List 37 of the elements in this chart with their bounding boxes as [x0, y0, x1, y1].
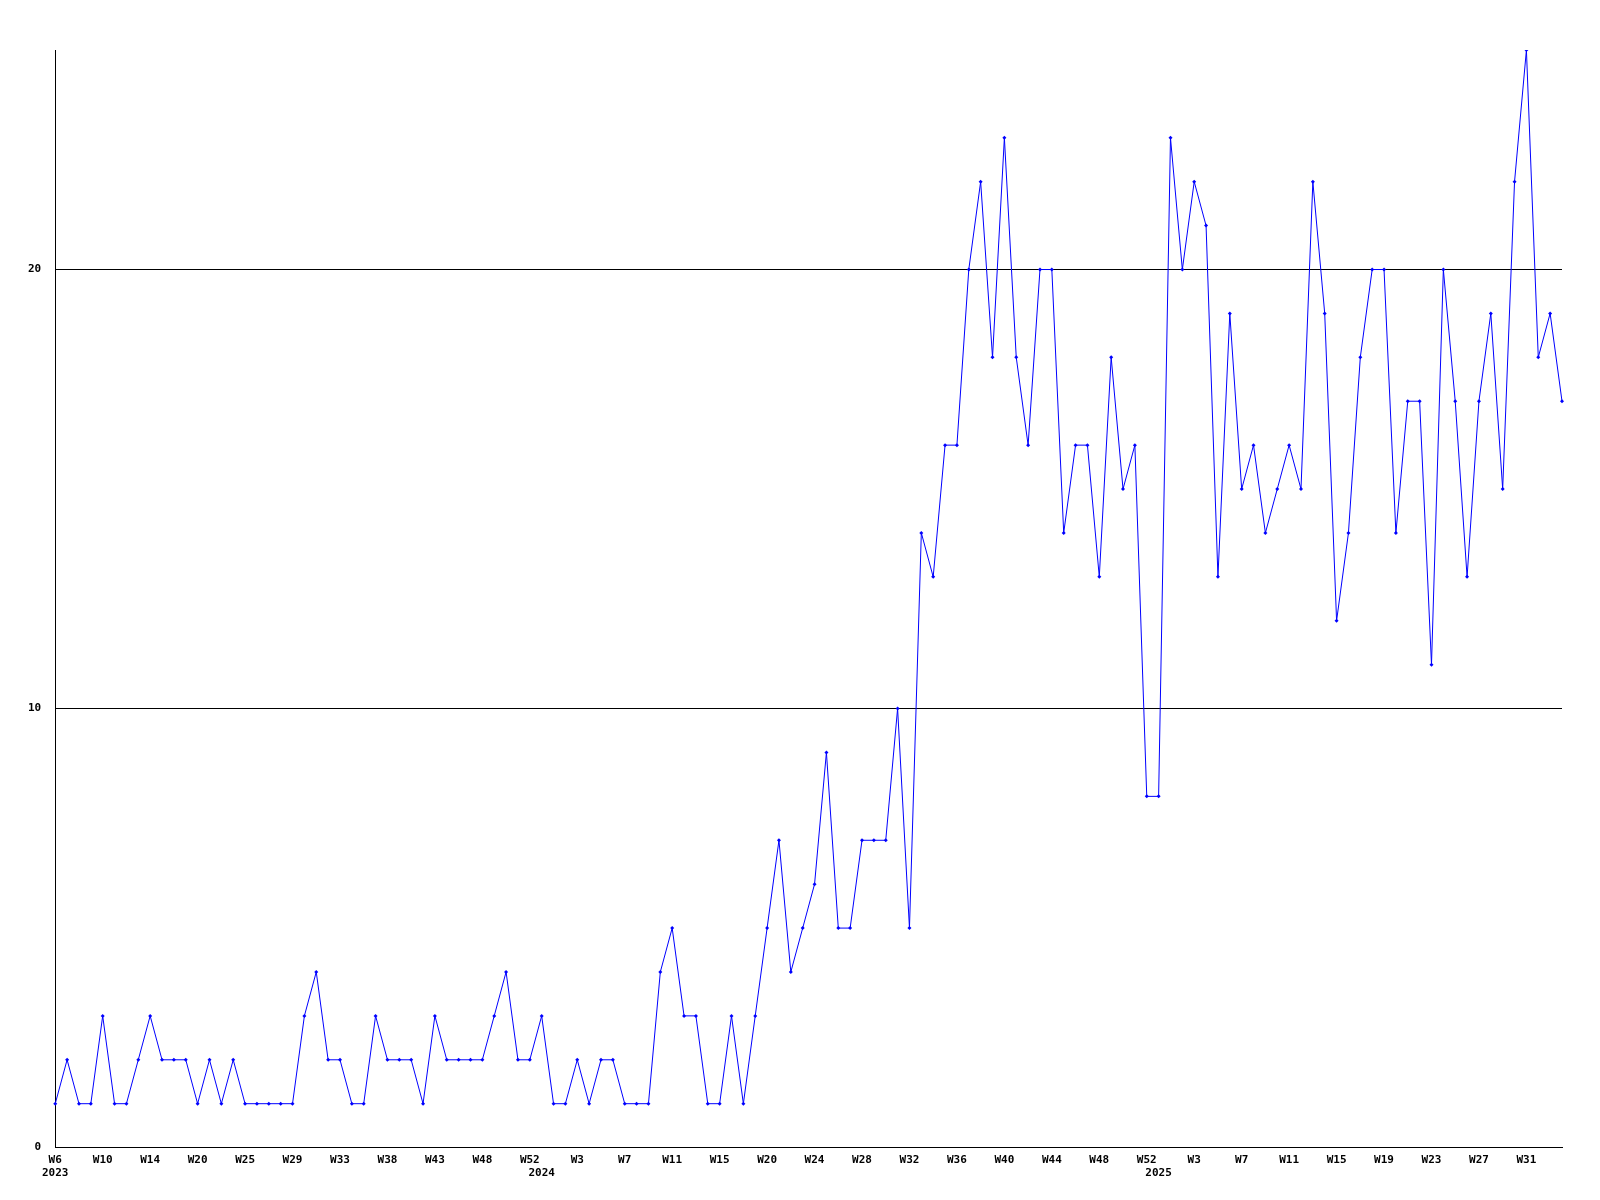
x-tick-label: W3 — [570, 1153, 584, 1167]
x-tick-label: W29 — [282, 1153, 303, 1167]
x-tick-label: W10 — [92, 1153, 113, 1167]
x-tick-label: W44 — [1041, 1153, 1063, 1167]
x-tick-label: W36 — [946, 1153, 968, 1167]
x-tick-label: W11 — [662, 1153, 683, 1167]
x-tick-label: W27 — [1469, 1153, 1489, 1167]
x-tick-label: W52 — [1136, 1153, 1157, 1167]
x-tick-label: W7 — [1235, 1153, 1249, 1167]
x-tick-label: W33 — [330, 1153, 350, 1167]
x-tick-label: W15 — [709, 1153, 730, 1167]
x-tick-label: W40 — [994, 1153, 1015, 1167]
x-tick-label: W20 — [187, 1153, 208, 1167]
x-tick-label: W48 — [472, 1153, 493, 1167]
y-tick-label: 0 — [34, 1140, 42, 1154]
y-tick-label: 10 — [28, 701, 42, 715]
x-tick-label: 2024 — [528, 1166, 556, 1180]
x-tick-label: W14 — [140, 1153, 161, 1167]
x-tick-label: W43 — [424, 1153, 445, 1167]
x-tick-label: 2025 — [1145, 1166, 1172, 1180]
x-tick-label: W24 — [804, 1153, 825, 1167]
x-tick-label: W19 — [1374, 1153, 1394, 1167]
x-tick-label: W31 — [1516, 1153, 1537, 1167]
x-tick-label: W28 — [852, 1153, 872, 1167]
x-tick-label: W15 — [1326, 1153, 1347, 1167]
x-tick-label: W38 — [377, 1153, 398, 1167]
x-tick-label: W23 — [1421, 1153, 1442, 1167]
x-tick-label: W48 — [1089, 1153, 1110, 1167]
x-tick-label: W32 — [899, 1153, 920, 1167]
x-tick-label: W7 — [618, 1153, 632, 1167]
x-tick-label: W3 — [1187, 1153, 1201, 1167]
x-tick-label: W20 — [757, 1153, 778, 1167]
y-tick-label: 20 — [28, 262, 42, 276]
x-tick-label: W52 — [519, 1153, 540, 1167]
x-tick-label: W6 2023 — [42, 1153, 69, 1180]
x-tick-label: W25 — [235, 1153, 256, 1167]
x-tick-label: W11 — [1279, 1153, 1300, 1167]
